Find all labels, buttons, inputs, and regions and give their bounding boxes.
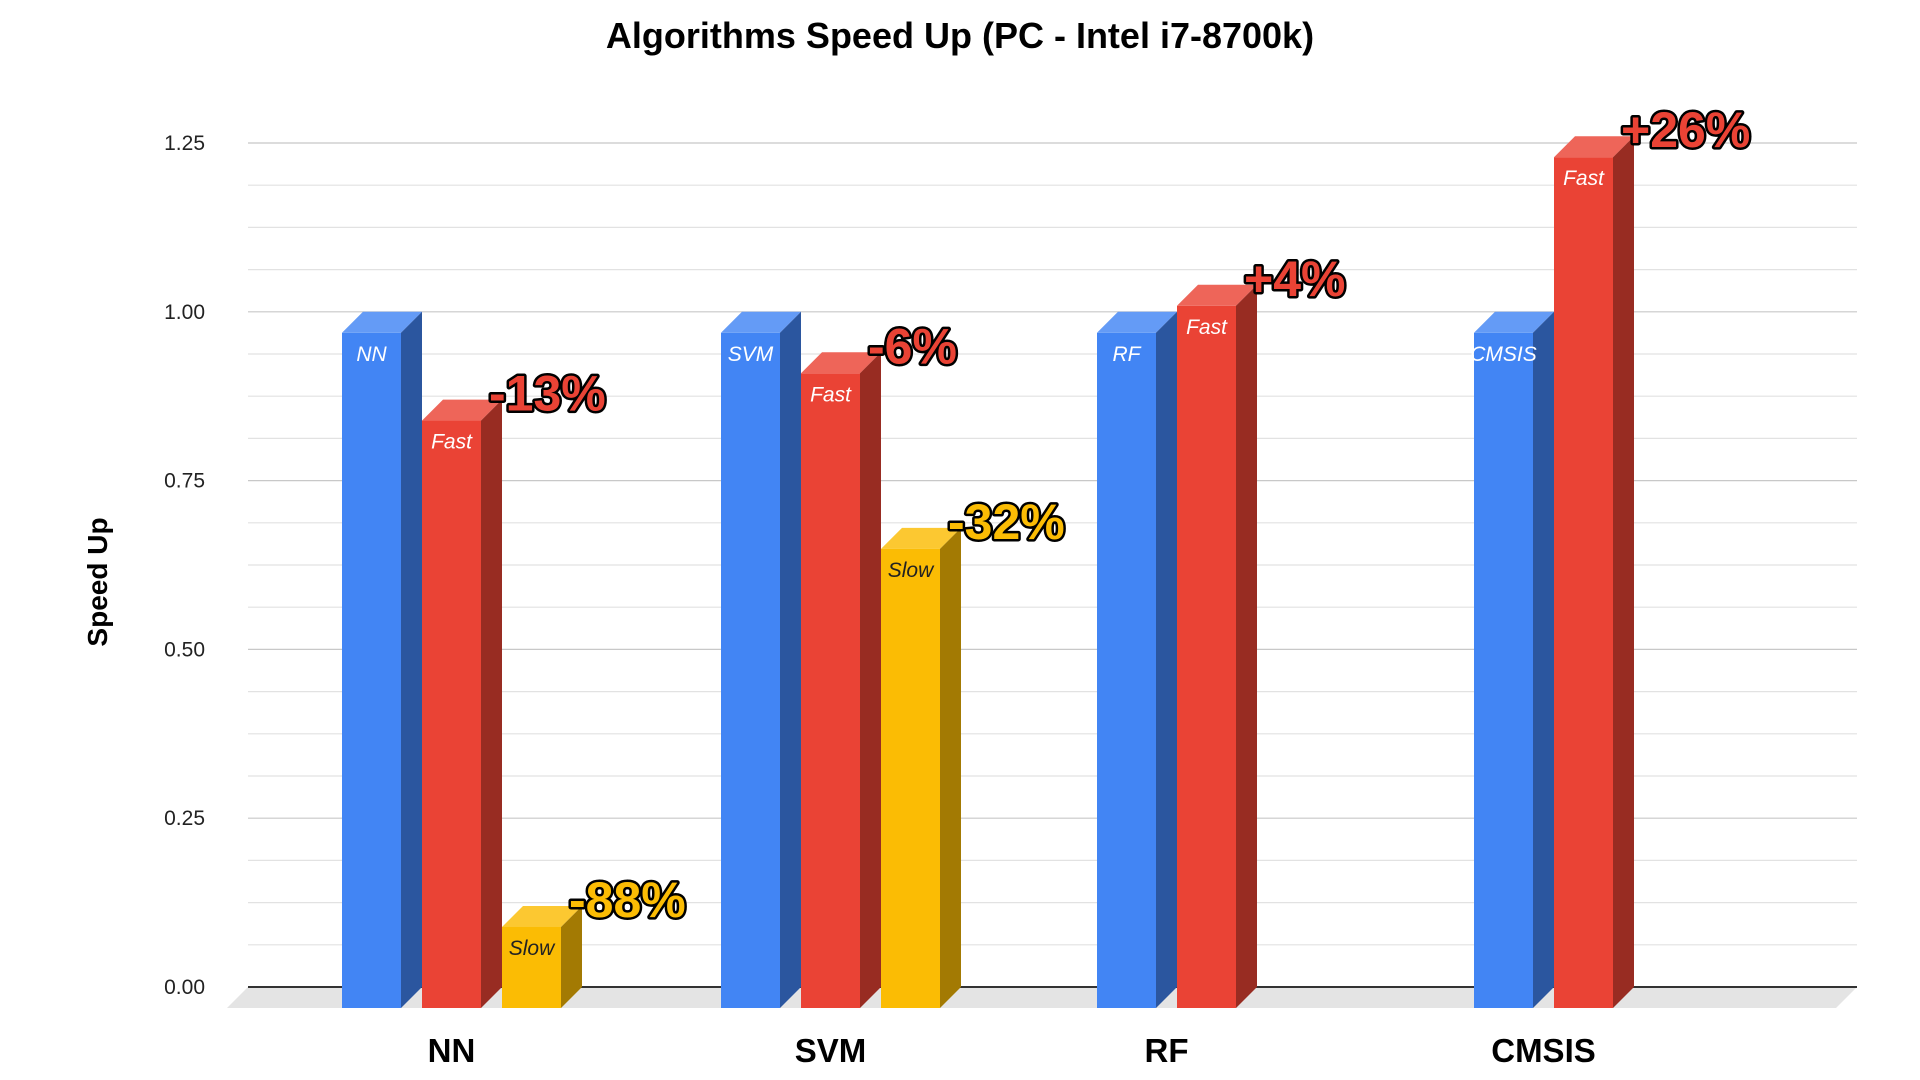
bar-side-face xyxy=(780,311,801,1008)
bar-label: RF xyxy=(1113,343,1142,366)
bar-nn-nn xyxy=(342,332,401,1008)
bar-side-face xyxy=(561,905,582,1008)
bar-label: Slow xyxy=(888,559,935,582)
bar-top-face xyxy=(721,311,801,333)
percent-annotation: -13% xyxy=(489,366,606,422)
percent-annotation: -6% xyxy=(868,318,957,374)
chart-title: Algorithms Speed Up (PC - Intel i7-8700k… xyxy=(606,15,1314,56)
bar-svm-svm xyxy=(721,332,780,1008)
bar-top-face xyxy=(881,527,961,549)
bar-label: Fast xyxy=(810,383,852,406)
x-tick-label: NN xyxy=(428,1032,476,1069)
bar-top-face xyxy=(1177,284,1257,306)
chart-floor xyxy=(227,987,1857,1008)
bar-side-face xyxy=(481,399,502,1008)
percent-annotation: +26% xyxy=(1621,102,1750,158)
bar-rf-rf xyxy=(1097,332,1156,1008)
y-tick-label: 1.00 xyxy=(164,301,205,324)
x-tick-label: SVM xyxy=(795,1032,867,1069)
bar-label: CMSIS xyxy=(1470,343,1537,366)
bar-label: Fast xyxy=(1563,167,1605,190)
bar-side-face xyxy=(1533,311,1554,1008)
bar-top-face xyxy=(801,352,881,374)
bar-side-face xyxy=(401,311,422,1008)
y-tick-label: 0.00 xyxy=(164,976,205,999)
bar-top-face xyxy=(422,399,502,421)
bar-top-face xyxy=(342,311,422,333)
bar-nn-slow xyxy=(502,926,561,1008)
y-tick-label: 0.75 xyxy=(164,470,205,493)
bar-top-face xyxy=(1474,311,1554,333)
bar-side-face xyxy=(1236,284,1257,1008)
bar-top-face xyxy=(1554,136,1634,158)
bar-side-face xyxy=(860,352,881,1008)
bar-side-face xyxy=(1613,136,1634,1009)
y-tick-label: 0.50 xyxy=(164,638,205,661)
bar-svm-slow xyxy=(881,548,940,1008)
x-tick-label: RF xyxy=(1145,1032,1189,1069)
y-tick-label: 1.25 xyxy=(164,132,205,155)
bar-top-face xyxy=(502,905,582,927)
percent-annotation: +4% xyxy=(1244,251,1345,307)
y-axis-label: Speed Up xyxy=(82,517,113,646)
bar-rf-fast xyxy=(1177,305,1236,1008)
bar-side-face xyxy=(1156,311,1177,1008)
bar-side-face xyxy=(940,527,961,1008)
bars-layer xyxy=(342,136,1634,1009)
bar-top-face xyxy=(1097,311,1177,333)
bar-label: NN xyxy=(356,343,387,366)
bar-label: Fast xyxy=(431,431,473,454)
bar-cmsis-cmsis xyxy=(1474,332,1533,1008)
percent-annotation: -32% xyxy=(948,494,1065,550)
bar-label: Slow xyxy=(509,937,556,960)
bar-label: Fast xyxy=(1186,316,1228,339)
labels-layer: 0.00 0.25 0.50 0.75 1.00 1.25 NN Fast -13% Slow -8… xyxy=(164,100,1753,1069)
bar-label: SVM xyxy=(728,343,774,366)
bar-nn-fast xyxy=(422,420,481,1008)
x-tick-label: CMSIS xyxy=(1491,1032,1596,1069)
y-tick-label: 0.25 xyxy=(164,807,205,830)
bar-cmsis-fast xyxy=(1554,157,1613,1009)
percent-annotation: -88% xyxy=(569,872,686,928)
bar-svm-fast xyxy=(801,373,860,1008)
